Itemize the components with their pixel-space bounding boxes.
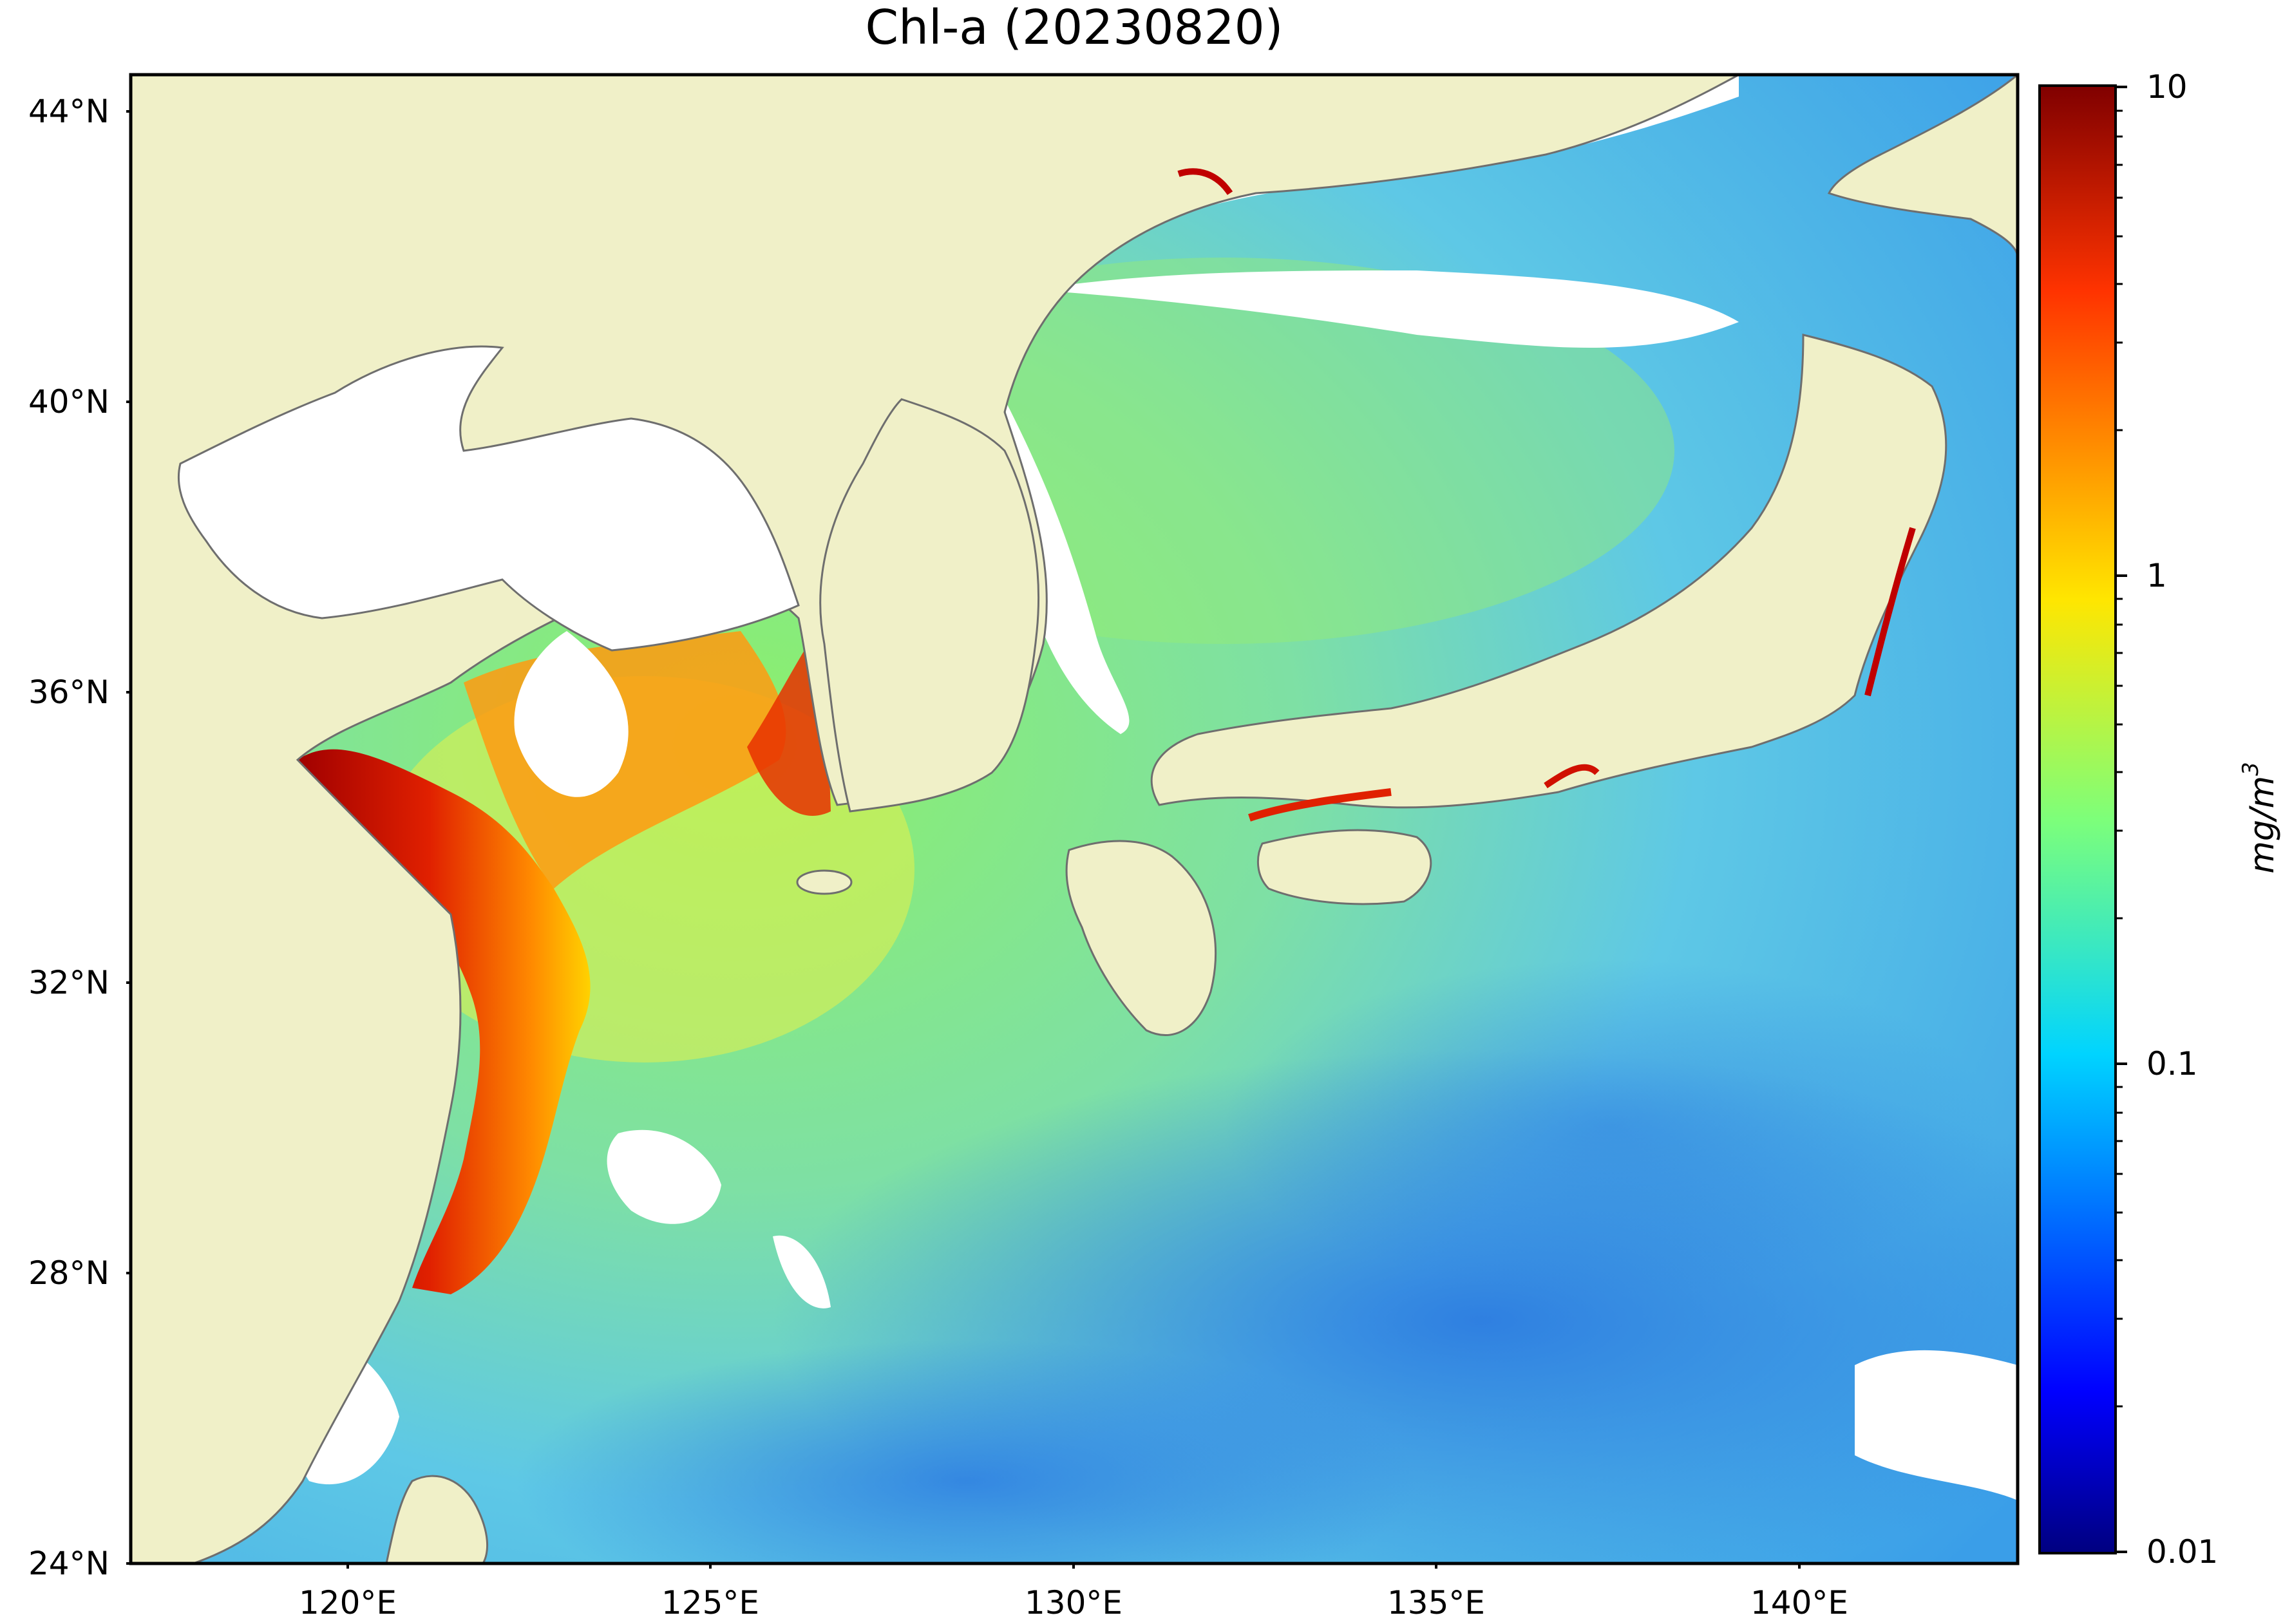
lon-tick-label: 125°E bbox=[661, 1584, 759, 1621]
colorbar-tick-label: 0.01 bbox=[2146, 1533, 2218, 1571]
cloud-cover bbox=[607, 1129, 721, 1224]
land-jeju bbox=[796, 869, 853, 895]
longitude-axis: 120°E 125°E 130°E 135°E 140°E bbox=[299, 1563, 1848, 1621]
cloud-cover bbox=[1005, 399, 1130, 734]
coastal-bloom-region bbox=[298, 749, 591, 1294]
map-title: Chl-a (20230820) bbox=[865, 0, 1283, 55]
lon-tick-label: 130°E bbox=[1025, 1584, 1123, 1621]
coastal-bloom-region bbox=[1248, 788, 1392, 822]
lat-tick-label: 24°N bbox=[28, 1545, 109, 1582]
cloud-cover bbox=[177, 345, 800, 652]
colorbar-gradient bbox=[2038, 84, 2117, 1554]
colorbar-tick-label: 0.1 bbox=[2146, 1045, 2198, 1082]
land-kyushu bbox=[1065, 840, 1217, 1036]
coastal-bloom-region bbox=[1864, 527, 1916, 697]
land-taiwan bbox=[385, 1475, 489, 1563]
low-chlorophyll-region bbox=[1224, 959, 1996, 1294]
colorbar-tick-label: 10 bbox=[2146, 68, 2188, 106]
lon-tick-label: 120°E bbox=[299, 1584, 397, 1621]
lon-tick-label: 140°E bbox=[1750, 1584, 1848, 1621]
lat-tick-label: 40°N bbox=[28, 383, 109, 420]
colorbar-tick-label: 1 bbox=[2146, 557, 2167, 594]
map-plot-area bbox=[131, 75, 2018, 1563]
lat-tick-label: 28°N bbox=[28, 1254, 109, 1292]
latitude-axis: 44°N 40°N 36°N 32°N 28°N 24°N bbox=[28, 93, 131, 1582]
coastal-bloom-region bbox=[1544, 764, 1600, 789]
colorbar-unit-exponent: 3 bbox=[2238, 762, 2264, 776]
lat-tick-label: 44°N bbox=[28, 93, 109, 130]
colorbar: 10 1 0.1 0.01 mg/m3 bbox=[2038, 68, 2282, 1571]
lat-tick-label: 36°N bbox=[28, 674, 109, 711]
low-chlorophyll-region bbox=[515, 1339, 1417, 1563]
land-honshu bbox=[1150, 334, 1947, 809]
land-shikoku bbox=[1256, 829, 1432, 905]
cloud-cover bbox=[1855, 1350, 2018, 1500]
colorbar-unit-label: mg/m3 bbox=[2238, 762, 2282, 873]
land-korea bbox=[819, 398, 1040, 813]
cloud-cover bbox=[773, 1235, 831, 1308]
colorbar-unit: mg/m bbox=[2243, 776, 2282, 874]
lat-tick-label: 32°N bbox=[28, 964, 109, 1001]
cloud-cover bbox=[1030, 270, 1739, 348]
cloud-cover bbox=[514, 631, 629, 797]
lon-tick-label: 135°E bbox=[1387, 1584, 1485, 1621]
coastal-bloom-region bbox=[1177, 168, 1233, 195]
land-hokkaido bbox=[1827, 75, 2018, 258]
